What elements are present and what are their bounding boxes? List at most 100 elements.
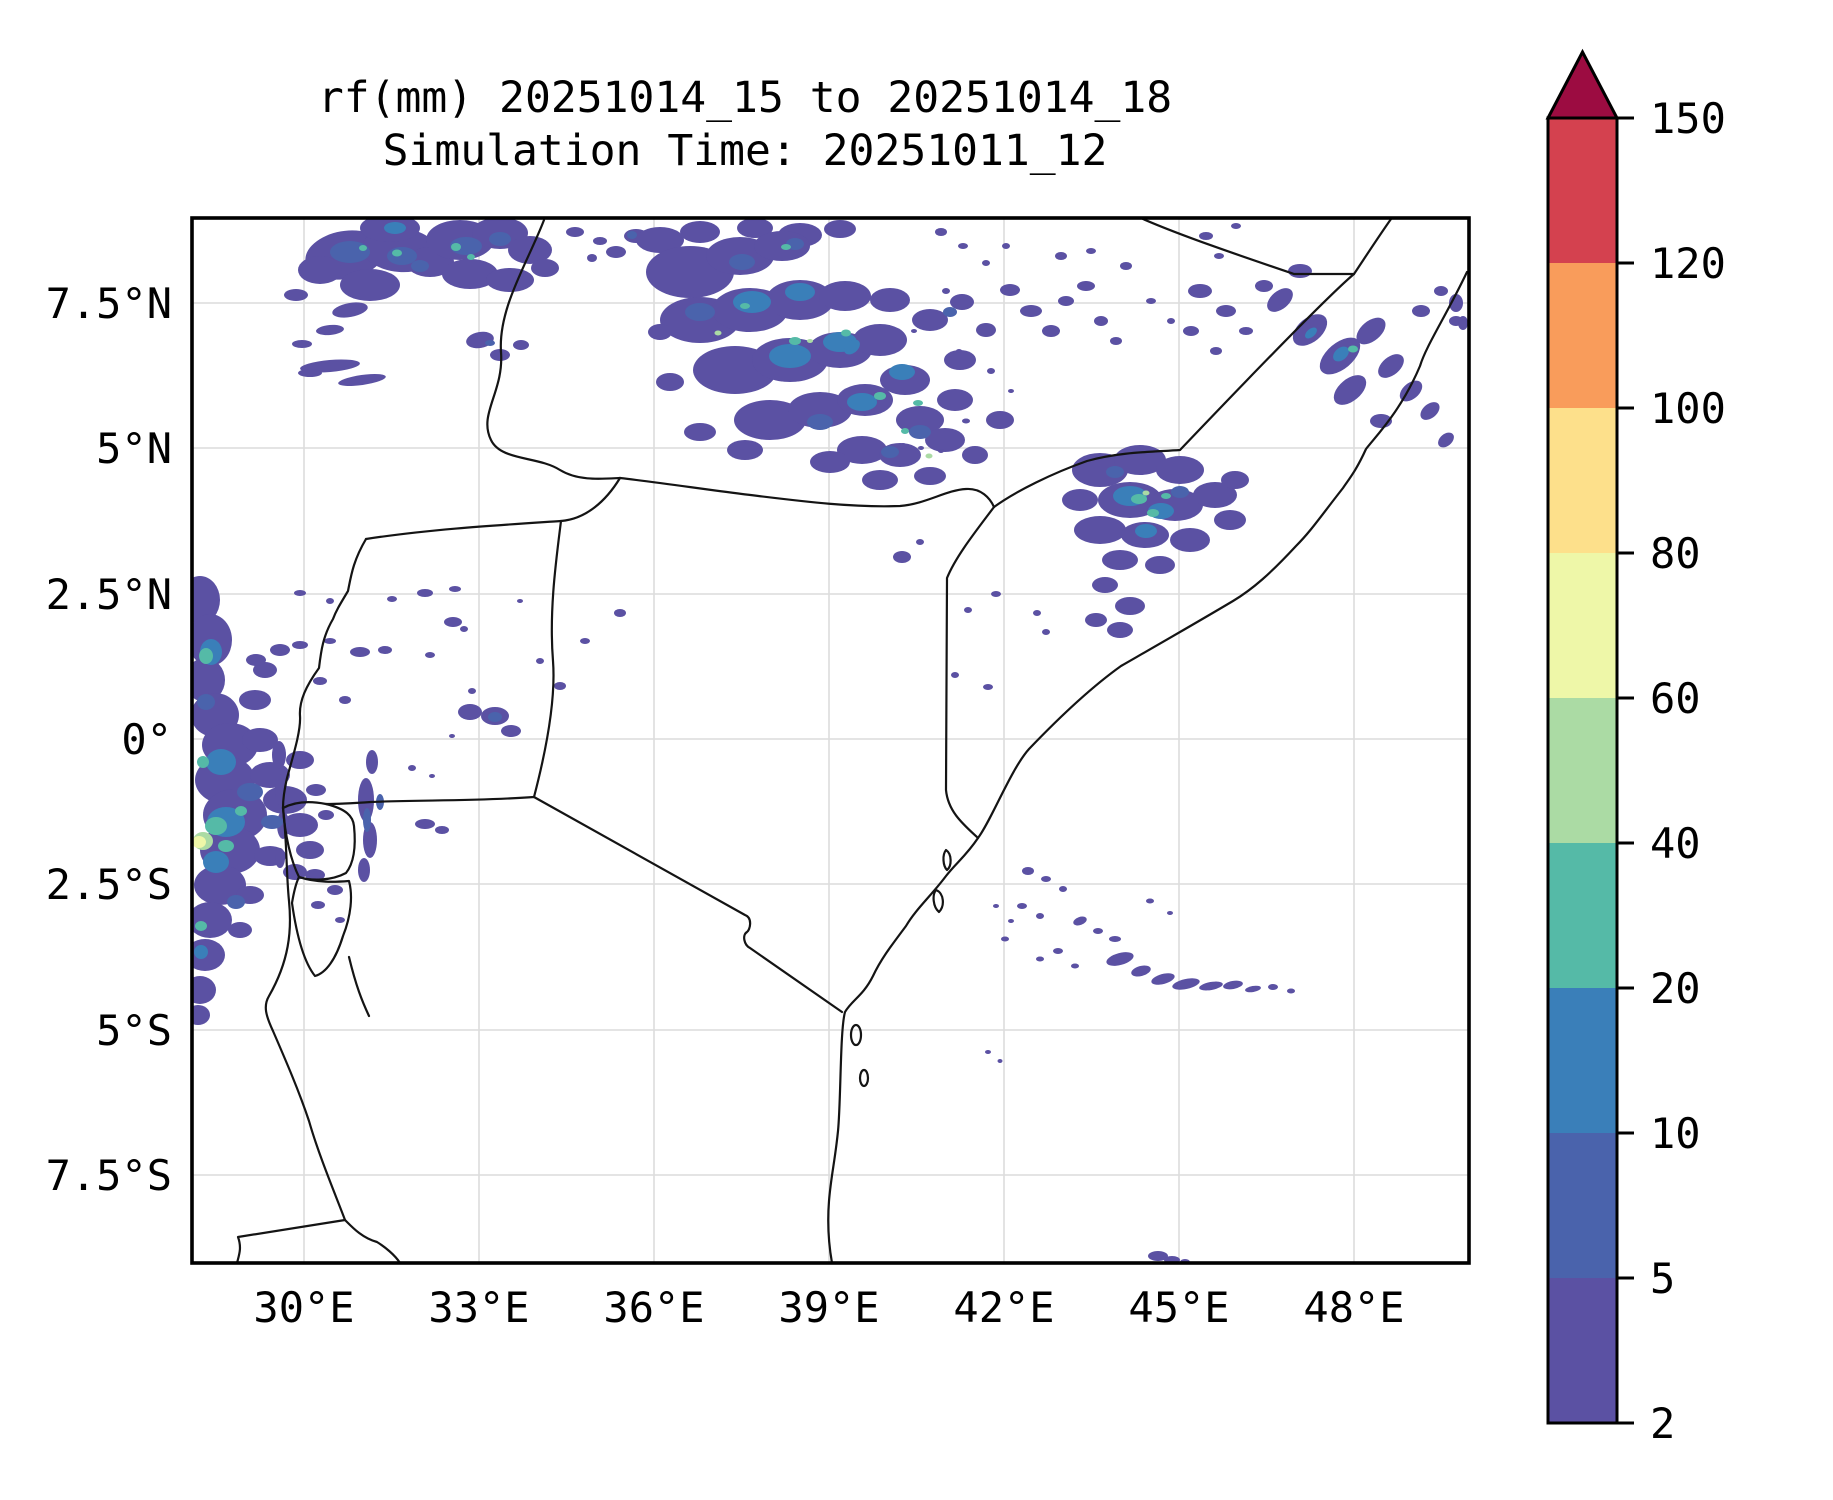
colorbar: 150 120 100 80 60 40 20 10 5 2 xyxy=(1545,48,1726,1448)
rain-cell xyxy=(1110,337,1122,345)
rain-cell xyxy=(330,241,370,263)
colorbar-bands xyxy=(1548,118,1617,1423)
rain-cell xyxy=(316,324,344,336)
rain-cell xyxy=(1085,613,1107,627)
rain-cell xyxy=(235,806,247,816)
rain-cell xyxy=(1434,286,1448,296)
rain-cell xyxy=(294,590,306,596)
border-ethiopia-somalia xyxy=(992,218,1393,509)
border-kenya-somalia xyxy=(944,505,996,840)
lon-tick-label: 39°E xyxy=(778,1283,879,1332)
rain-cell xyxy=(237,783,263,801)
rain-cell xyxy=(1058,296,1074,306)
rain-cell xyxy=(1268,984,1278,990)
country-borders xyxy=(235,218,1469,1263)
colorbar-band-2-5 xyxy=(1548,1278,1617,1423)
rain-cell xyxy=(1073,916,1087,926)
rain-cell xyxy=(197,756,209,768)
lat-tick-label: 7.5°S xyxy=(46,1151,172,1200)
rain-cell xyxy=(339,696,351,704)
rain-cell xyxy=(1210,347,1222,355)
rain-field xyxy=(192,218,1468,1263)
border-burundi xyxy=(290,875,353,978)
rain-cell xyxy=(614,609,626,617)
rain-cell xyxy=(1183,326,1199,336)
rain-cell xyxy=(554,682,566,690)
rain-cell xyxy=(1131,494,1147,504)
rain-cell xyxy=(769,344,811,368)
colorbar-ticks xyxy=(1617,116,1634,1425)
rain-cell xyxy=(788,392,852,428)
graticule-grid xyxy=(192,218,1469,1263)
rain-cell xyxy=(987,368,995,374)
rain-cell xyxy=(1161,493,1171,499)
rain-cell xyxy=(305,869,325,881)
rain-cell xyxy=(1092,577,1118,593)
rain-cell xyxy=(680,221,720,243)
rain-cell xyxy=(318,810,334,820)
rain-cell xyxy=(684,423,716,441)
rain-cell xyxy=(785,283,815,301)
rain-cell xyxy=(956,349,962,353)
rain-cell xyxy=(1036,956,1044,962)
rain-cell xyxy=(1438,432,1454,448)
rain-cell xyxy=(962,418,970,424)
border-tanzania-zambia xyxy=(235,1218,347,1263)
rain-cell xyxy=(1106,952,1134,966)
colorbar-band-5-10 xyxy=(1548,1133,1617,1278)
rain-cell xyxy=(1055,252,1067,260)
map-panel xyxy=(190,216,1471,1265)
island-zanzibar xyxy=(849,1023,863,1047)
rain-cell xyxy=(467,254,475,260)
rain-cell xyxy=(1221,471,1249,489)
rain-cell xyxy=(387,247,417,265)
rain-cell xyxy=(306,784,326,796)
rain-cell xyxy=(1333,346,1349,362)
plot-title: rf(mm) 20251014_15 to 20251014_18 xyxy=(318,73,1172,123)
rain-cell xyxy=(324,638,336,644)
rain-cell xyxy=(1086,248,1096,254)
rain-cell xyxy=(1142,490,1150,496)
y-axis-labels: 7.5°N 5°N 2.5°N 0° 2.5°S 5°S 7.5°S xyxy=(46,279,172,1200)
rain-cell xyxy=(1412,305,1430,317)
rain-cell xyxy=(199,648,213,664)
rain-cell xyxy=(1036,913,1044,919)
rain-cell xyxy=(449,586,461,592)
rain-cell xyxy=(1146,298,1156,304)
rain-cell xyxy=(841,329,851,337)
rain-cell xyxy=(1077,281,1095,291)
rain-cell xyxy=(912,309,948,331)
rain-cell xyxy=(1288,264,1312,278)
rain-cell xyxy=(1146,898,1154,904)
rain-cell xyxy=(1071,963,1079,969)
rain-cell xyxy=(429,774,435,778)
rain-cell xyxy=(1156,456,1204,484)
rain-cell xyxy=(899,443,907,449)
border-drc-uganda xyxy=(281,537,368,810)
rain-cell xyxy=(1106,466,1124,478)
rain-cell xyxy=(326,598,334,604)
rain-cell xyxy=(914,467,946,485)
lat-tick-label: 5°S xyxy=(96,1006,172,1055)
rain-cell xyxy=(1002,243,1010,249)
rain-cell xyxy=(844,339,860,355)
rain-cell xyxy=(1199,232,1213,240)
border-rwanda xyxy=(281,801,356,881)
colorbar-tick-label: 20 xyxy=(1650,964,1701,1013)
border-tanzania-south xyxy=(343,1218,402,1263)
rain-cell xyxy=(847,393,877,411)
rain-cell xyxy=(896,406,944,434)
colorbar-band-20-40 xyxy=(1548,843,1617,988)
rain-cell xyxy=(253,662,277,678)
rain-cell xyxy=(1147,509,1159,517)
border-drc-tanganyika xyxy=(264,806,347,1222)
rain-cell xyxy=(335,917,345,923)
rain-cell xyxy=(951,672,959,678)
rain-cell xyxy=(807,339,813,343)
rain-cell xyxy=(881,446,899,458)
rain-cell xyxy=(283,864,307,880)
rain-cell xyxy=(1020,305,1042,317)
rain-cell xyxy=(950,294,974,310)
rain-cell xyxy=(1148,1251,1168,1261)
rain-cell xyxy=(916,539,924,545)
